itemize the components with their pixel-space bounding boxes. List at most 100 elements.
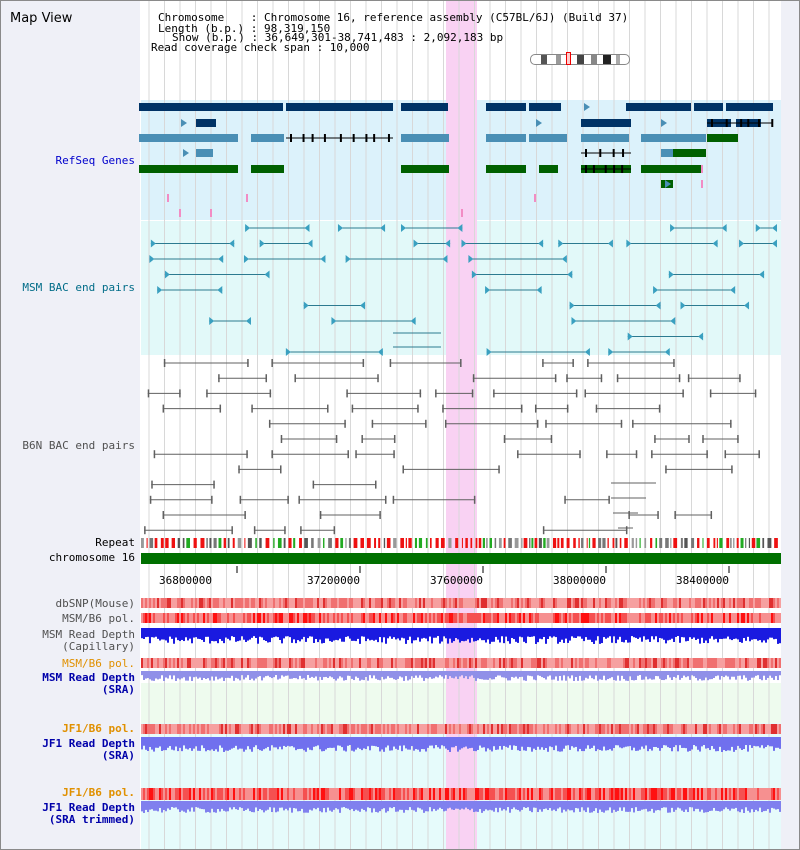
- jf1-b6-pol-trimmed-cell: [391, 788, 393, 800]
- label-msm-b6-pol-1[interactable]: MSM/B6 pol.: [62, 612, 135, 625]
- msm-b6-pol-sra-cell: [281, 658, 283, 668]
- msm-read-depth-cap-bar: [485, 628, 487, 643]
- chromosome-ideogram[interactable]: [530, 54, 630, 65]
- msm-b6-pol-sra-cell: [391, 658, 393, 668]
- label-jf1-b6-pol-1[interactable]: JF1/B6 pol.: [62, 722, 135, 735]
- repeat-element: [223, 538, 226, 548]
- repeat-element: [607, 538, 609, 548]
- jf1-read-depth-trimmed-bar: [417, 801, 419, 808]
- msm-b6-pol-cell: [215, 613, 217, 623]
- msm-b6-pol-cell: [413, 613, 415, 623]
- jf1-b6-pol-cell: [377, 724, 379, 734]
- msm-b6-pol-cell: [195, 613, 197, 623]
- jf1-b6-pol-cell: [261, 724, 263, 734]
- msm-b6-pol-cell: [585, 613, 587, 623]
- bac-end-marker: [259, 239, 265, 248]
- jf1-read-depth-trimmed-bar: [565, 801, 567, 812]
- label-msm-read-depth-sra[interactable]: MSM Read Depth (SRA): [42, 671, 135, 696]
- jf1-b6-pol-trimmed-cell: [227, 788, 229, 800]
- jf1-b6-pol-trimmed-cell: [681, 788, 683, 800]
- dbsnp-density-cell: [433, 598, 435, 608]
- msm-read-depth-sra-bar: [223, 671, 225, 681]
- label-msm-read-depth-capillary[interactable]: MSM Read Depth (Capillary): [42, 628, 135, 653]
- msm-b6-pol-sra-cell: [497, 658, 499, 668]
- jf1-read-depth-trimmed-bar: [497, 801, 499, 813]
- label-jf1-read-depth-sra[interactable]: JF1 Read Depth (SRA): [42, 737, 135, 762]
- label-refseq-genes[interactable]: RefSeq Genes: [55, 154, 135, 167]
- msm-b6-pol-sra-cell: [421, 658, 423, 668]
- msm-read-depth-sra-bar: [481, 671, 483, 680]
- msm-b6-pol-sra-cell: [179, 658, 181, 668]
- repeat-element: [736, 538, 739, 548]
- msm-read-depth-sra-bar: [273, 671, 275, 678]
- jf1-read-depth-sra-bar: [265, 737, 267, 749]
- label-b6n-bac-end-pairs[interactable]: B6N BAC end pairs: [22, 439, 135, 452]
- jf1-b6-pol-trimmed-cell: [325, 788, 327, 800]
- jf1-b6-pol-cell: [779, 724, 781, 734]
- repeat-element: [730, 538, 732, 548]
- msm-read-depth-cap-bar: [471, 628, 473, 638]
- repeat-element: [478, 538, 482, 548]
- dbsnp-density-cell: [679, 598, 681, 608]
- msm-read-depth-sra-bar: [589, 671, 591, 676]
- msm-read-depth-sra-bar: [211, 671, 213, 677]
- gene-strand-arrow: [536, 119, 542, 127]
- jf1-read-depth-sra-bar: [419, 737, 421, 752]
- msm-b6-pol-cell: [593, 613, 595, 623]
- label-msm-b6-pol-2[interactable]: MSM/B6 pol.: [62, 657, 135, 670]
- msm-read-depth-sra-bar: [619, 671, 621, 681]
- jf1-read-depth-sra-bar: [333, 737, 335, 748]
- jf1-b6-pol-cell: [529, 724, 531, 734]
- dbsnp-density-cell: [169, 598, 171, 608]
- jf1-read-depth-sra-bar: [303, 737, 305, 751]
- dbsnp-density-cell: [171, 598, 173, 608]
- label-msm-bac-end-pairs[interactable]: MSM BAC end pairs: [22, 281, 135, 294]
- jf1-b6-pol-trimmed-cell: [541, 788, 543, 800]
- bac-end-marker: [632, 419, 634, 428]
- jf1-read-depth-sra-bar: [649, 737, 651, 749]
- msm-read-depth-sra-bar: [243, 671, 245, 680]
- jf1-b6-pol-trimmed-cell: [239, 788, 241, 800]
- jf1-b6-pol-cell: [715, 724, 717, 734]
- msm-read-depth-sra-bar: [541, 671, 543, 678]
- dbsnp-density-cell: [401, 598, 403, 608]
- bac-end-marker: [229, 239, 235, 248]
- refseq-gene-block: [139, 103, 283, 111]
- jf1-read-depth-sra-bar: [697, 737, 699, 750]
- msm-read-depth-cap-bar: [275, 628, 277, 637]
- jf1-b6-pol-cell: [309, 724, 311, 734]
- jf1-b6-pol-cell: [609, 724, 611, 734]
- label-dbsnp[interactable]: dbSNP(Mouse): [55, 597, 135, 610]
- msm-read-depth-sra-bar: [501, 671, 503, 678]
- ideogram-position-marker: [566, 52, 571, 65]
- jf1-read-depth-trimmed-bar: [681, 801, 683, 811]
- msm-read-depth-sra-bar: [565, 671, 567, 681]
- msm-read-depth-cap-bar: [691, 628, 693, 639]
- bac-end-marker: [239, 495, 242, 504]
- jf1-read-depth-sra-bar: [321, 737, 323, 752]
- dbsnp-density-cell: [283, 598, 285, 608]
- msm-b6-pol-cell: [695, 613, 697, 623]
- jf1-read-depth-sra-bar: [527, 737, 529, 747]
- jf1-read-depth-trimmed-bar: [755, 801, 757, 810]
- bac-end-marker: [493, 389, 495, 398]
- msm-b6-pol-cell: [651, 613, 653, 623]
- jf1-b6-pol-trimmed-cell: [561, 788, 563, 800]
- jf1-b6-pol-trimmed-cell: [205, 788, 207, 800]
- jf1-read-depth-trimmed-bar: [671, 801, 673, 808]
- msm-b6-pol-sra-cell: [775, 658, 777, 668]
- msm-read-depth-sra-bar: [491, 671, 493, 680]
- dbsnp-density-cell: [657, 598, 659, 608]
- jf1-read-depth-trimmed-bar: [599, 801, 601, 810]
- msm-b6-pol-cell: [293, 613, 295, 623]
- msm-read-depth-sra-bar: [503, 671, 505, 678]
- repeat-element: [218, 538, 222, 548]
- label-jf1-b6-pol-2[interactable]: JF1/B6 pol.: [62, 786, 135, 799]
- label-jf1-read-depth-trimmed[interactable]: JF1 Read Depth (SRA trimmed): [42, 801, 135, 826]
- jf1-b6-pol-cell: [679, 724, 681, 734]
- msm-read-depth-sra-bar: [479, 671, 481, 680]
- jf1-b6-pol-trimmed-cell: [395, 788, 397, 800]
- msm-b6-pol-sra-cell: [505, 658, 507, 668]
- msm-b6-pol-cell: [291, 613, 293, 623]
